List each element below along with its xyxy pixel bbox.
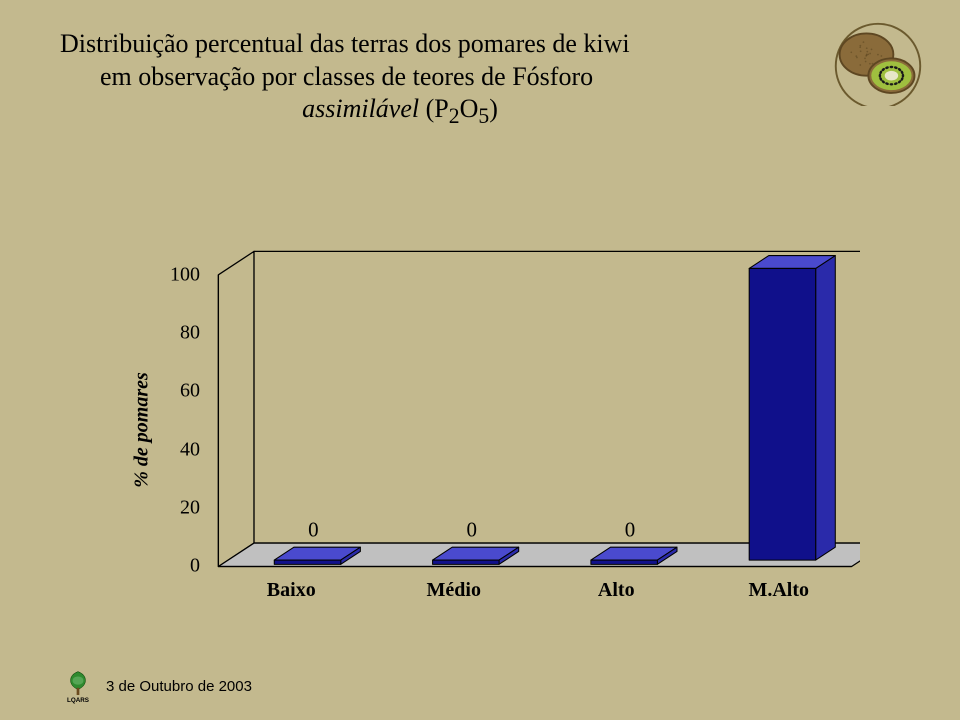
slide-footer: LQARS 3 de Outubro de 2003 — [60, 668, 252, 704]
bar-value-label: 0 — [466, 517, 476, 541]
title-assimilavel: assimilável — [302, 94, 426, 123]
x-label: Médio — [373, 579, 536, 615]
bar-value-label: 0 — [625, 517, 635, 541]
y-tick: 80 — [152, 322, 200, 345]
title-formula-sub1: 2 — [449, 104, 460, 128]
y-axis-ticks: 0 20 40 60 80 100 — [152, 245, 200, 575]
y-axis-label: % de pomares — [130, 372, 153, 488]
lqars-logo-icon: LQARS — [60, 668, 96, 704]
svg-text:LQARS: LQARS — [67, 697, 89, 704]
bar-chart: % de pomares 0 20 40 60 80 100 0 0 0 100 BaixoMé… — [130, 245, 860, 615]
slide-title: Distribuição percentual das terras dos p… — [60, 28, 800, 130]
y-tick: 20 — [152, 497, 200, 520]
title-formula-prefix: (P — [426, 94, 449, 123]
bar-value-label: 100 — [773, 245, 804, 250]
title-line-1: Distribuição percentual das terras dos p… — [60, 28, 800, 61]
footer-date: 3 de Outubro de 2003 — [106, 678, 252, 695]
x-label: Baixo — [210, 579, 373, 615]
y-tick: 60 — [152, 380, 200, 403]
x-label: Alto — [535, 579, 698, 615]
x-axis-labels: BaixoMédioAltoM.Alto — [210, 579, 860, 615]
title-formula-mid: O — [460, 94, 479, 123]
y-tick: 40 — [152, 438, 200, 461]
y-tick: 0 — [152, 555, 200, 578]
kiwi-icon — [830, 20, 926, 108]
chart-plot: 0 0 0 100 — [210, 245, 860, 575]
title-line-2: em observação por classes de teores de F… — [60, 61, 800, 94]
title-formula-sub2: 5 — [478, 104, 489, 128]
y-tick: 100 — [152, 263, 200, 286]
title-formula-suffix: ) — [489, 94, 498, 123]
x-label: M.Alto — [698, 579, 861, 615]
bar-value-label: 0 — [308, 517, 318, 541]
slide: Distribuição percentual das terras dos p… — [0, 0, 960, 720]
title-line-3: assimilável (P2O5) — [80, 93, 720, 130]
